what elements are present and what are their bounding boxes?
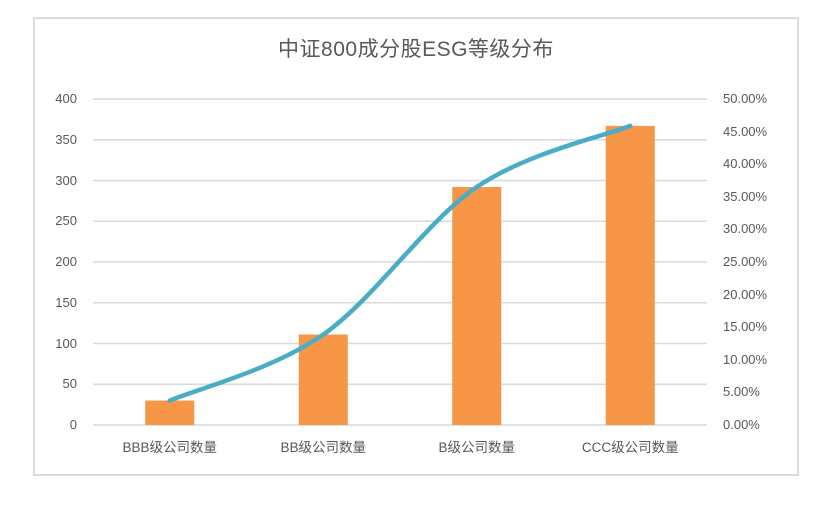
right-axis-tick: 50.00%	[723, 91, 768, 106]
right-axis-tick: 0.00%	[723, 417, 760, 432]
percentage-line	[167, 123, 633, 403]
left-axis-tick: 400	[55, 91, 77, 106]
right-axis-tick: 30.00%	[723, 221, 768, 237]
category-label-CCC级公司数量: CCC级公司数量	[581, 440, 679, 455]
category-label-BB级公司数量: BB级公司数量	[280, 440, 366, 455]
right-axis-tick: 25.00%	[723, 254, 768, 269]
bar-BBB级公司数量	[145, 400, 195, 425]
left-axis-tick: 250	[55, 213, 77, 229]
right-axis-tick: 5.00%	[723, 384, 760, 400]
left-axis-tick: 350	[55, 131, 77, 147]
right-axis-tick: 15.00%	[723, 319, 768, 335]
bar-CCC级公司数量	[605, 125, 655, 426]
chart-title: 中证800成分股ESG等级分布	[278, 38, 554, 61]
chart-frame: 中证800成分股ESG等级分布 0 50 100 150 200 250 300 350 400…	[33, 17, 799, 476]
right-axis-tick: 35.00%	[723, 188, 768, 204]
left-axis-tick: 0	[69, 417, 77, 432]
right-axis-tick: 10.00%	[723, 351, 768, 367]
bar-BB级公司数量	[298, 334, 348, 425]
left-axis-tick: 300	[55, 172, 77, 188]
left-axis-tick: 50	[62, 376, 77, 392]
right-axis-tick: 20.00%	[723, 286, 768, 302]
right-axis-tick: 40.00%	[723, 156, 768, 172]
bar-B级公司数量	[452, 187, 502, 425]
category-label-B级公司数量: B级公司数量	[438, 440, 515, 455]
left-axis-tick: 150	[55, 294, 77, 310]
left-axis-tick: 100	[55, 335, 77, 351]
right-axis-tick: 45.00%	[723, 123, 768, 139]
left-axis-tick: 200	[55, 254, 77, 269]
plot-area	[93, 98, 707, 426]
category-label-BBB级公司数量: BBB级公司数量	[122, 440, 217, 455]
